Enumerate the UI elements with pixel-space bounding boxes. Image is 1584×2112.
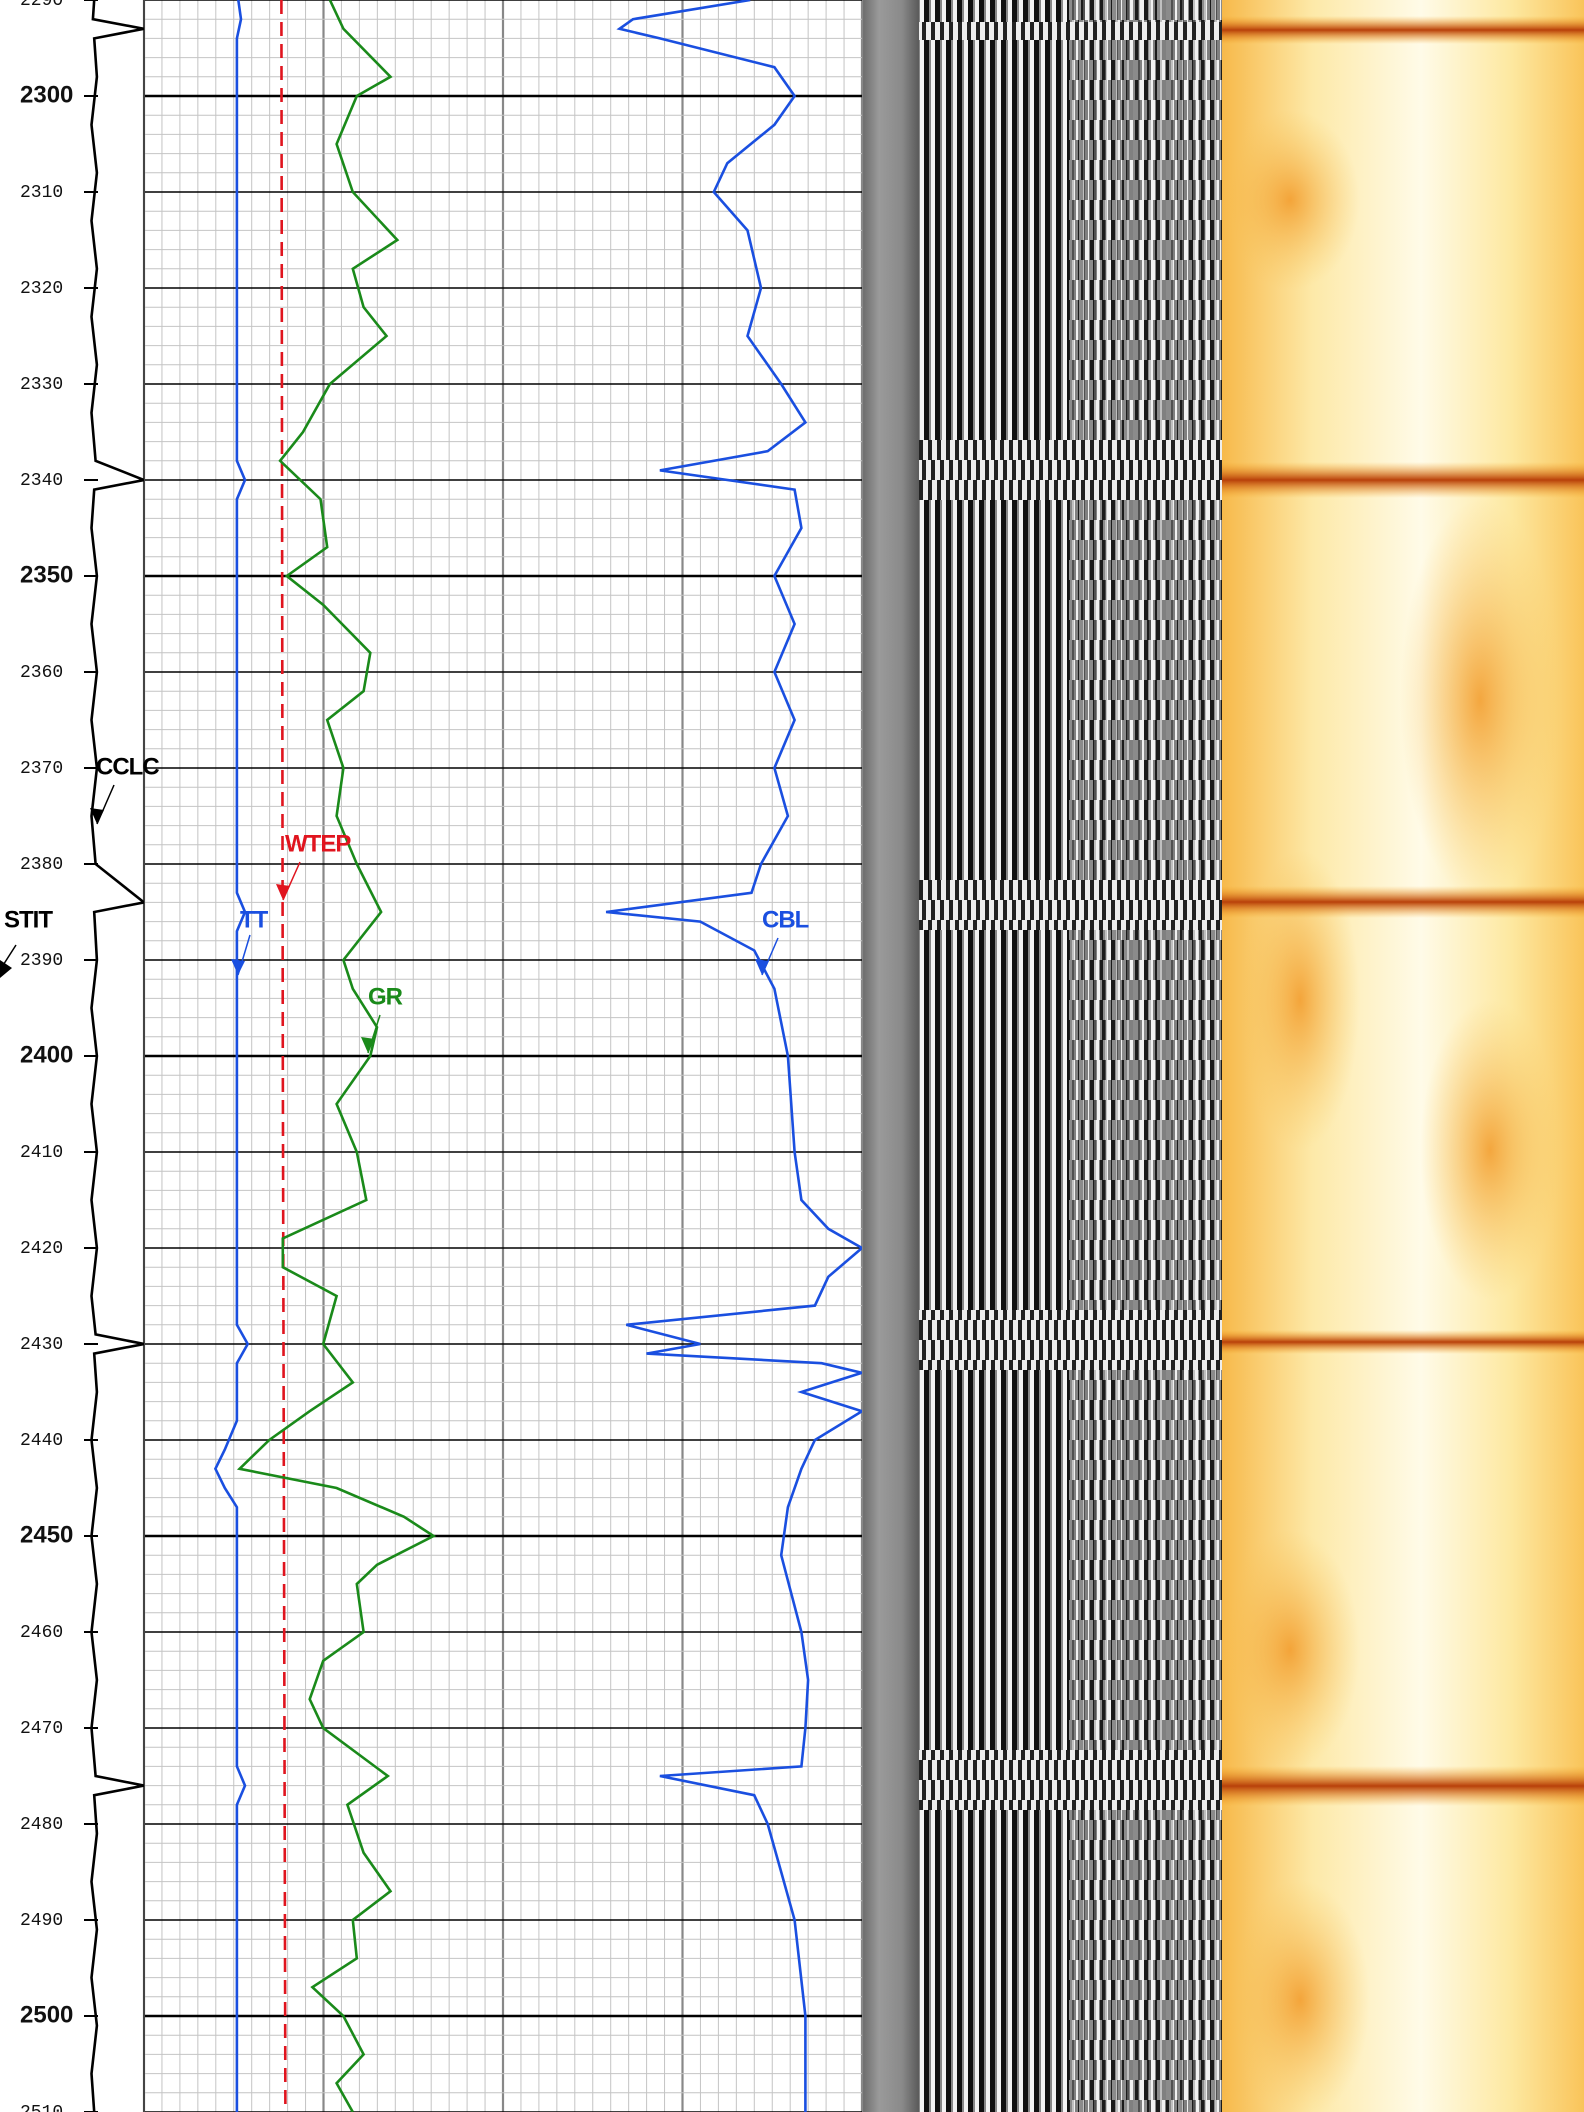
y-tick-label: 2430 (20, 1335, 63, 1355)
y-tick-label: 2490 (20, 1911, 63, 1931)
y-tick-label: 2360 (20, 663, 63, 683)
depth-ticks: 2290 2300 2310 2320 2330 2340 2350 2360 2370 2380… (20, 0, 98, 2112)
y-tick-label: 2440 (20, 1431, 63, 1451)
y-tick-label: 2400 (20, 1041, 73, 1068)
curve-gr (236, 0, 437, 2112)
arrow-head (231, 959, 245, 975)
y-tick-label: 2380 (20, 855, 63, 875)
y-tick-label: 2510 (20, 2103, 63, 2112)
curves (90, 0, 862, 2112)
y-tick-label: 2320 (20, 279, 63, 299)
y-tick-label: 2410 (20, 1143, 63, 1163)
curve-wtep (280, 0, 287, 2112)
y-tick-label: 2500 (20, 2001, 73, 2028)
curve-label: CCLC (96, 753, 159, 780)
curve-labels: CCLC TT WTEP GR CBL STIT (0, 753, 810, 1054)
curve-cbl (605, 0, 862, 2112)
curve-label: TT (240, 906, 269, 933)
arrow-head (276, 884, 290, 900)
y-tick-label: 2470 (20, 1719, 63, 1739)
grid (142, 0, 864, 2112)
amplitude-map (1220, 0, 1584, 2112)
y-tick-label: 2310 (20, 183, 63, 203)
curve-tt (213, 0, 250, 2112)
annotation: STIT (4, 906, 53, 933)
y-tick-label: 2350 (20, 561, 73, 588)
y-tick-label: 2480 (20, 1815, 63, 1835)
curve-label: WTEP (285, 830, 351, 857)
y-tick-label: 2370 (20, 759, 63, 779)
arrow-head (90, 808, 104, 824)
arrow-head (0, 960, 12, 978)
y-tick-label: 2450 (20, 1521, 73, 1548)
curve-label: GR (368, 983, 403, 1010)
y-tick-label: 2300 (20, 81, 73, 108)
y-tick-label: 2290 (20, 0, 63, 11)
y-tick-label: 2460 (20, 1623, 63, 1643)
vdl-track (862, 0, 1222, 2112)
curve-cclc (90, 0, 144, 2112)
arrow-head (755, 959, 769, 975)
y-tick-label: 2420 (20, 1239, 63, 1259)
curve-label: CBL (762, 906, 809, 933)
y-tick-label: 2390 (20, 951, 63, 971)
arrow-head (361, 1037, 375, 1053)
y-tick-label: 2330 (20, 375, 63, 395)
y-tick-label: 2340 (20, 471, 63, 491)
